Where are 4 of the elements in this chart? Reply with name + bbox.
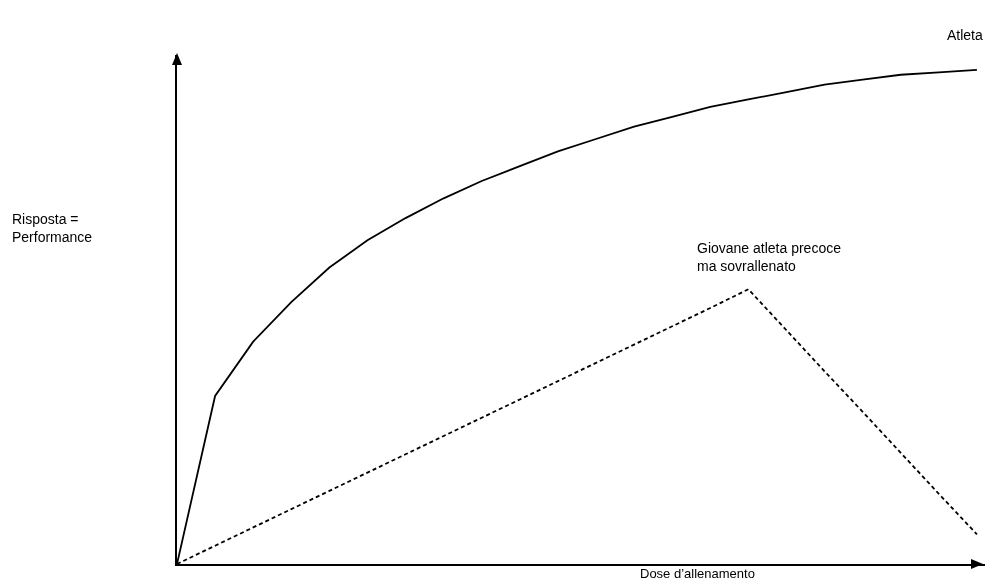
series-label: Atleta	[947, 27, 984, 43]
x-axis-title: Dose d’allenamento	[640, 566, 755, 581]
text: Risposta = Performance	[12, 211, 93, 246]
text: Giovane atleta precoce ma sovrallenato	[697, 240, 842, 275]
